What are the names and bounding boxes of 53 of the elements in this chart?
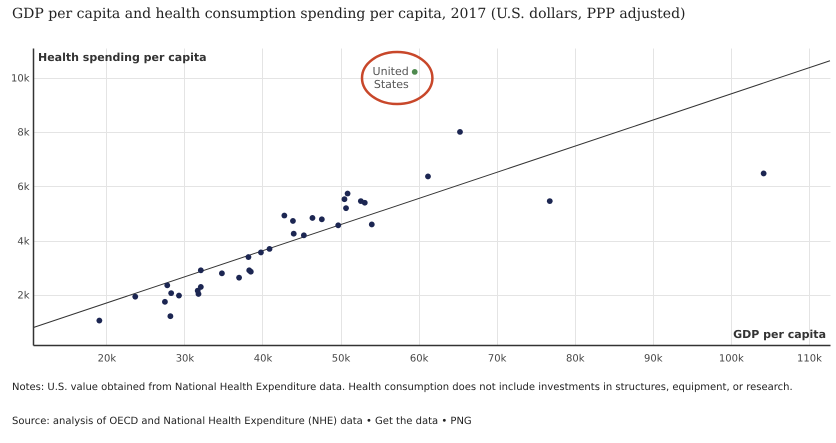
x-tick-label: 90k [644,354,663,364]
point [218,270,225,276]
x-tick-label: 50k [332,354,351,364]
point [96,318,102,324]
point [368,222,375,228]
point [457,128,463,135]
point [176,292,182,298]
point [425,174,431,180]
point [162,298,168,305]
point [344,190,350,196]
source-note: Source: analysis of OECD and National Health Expenditure (NHE) data • Get the data • PNG [12,416,472,427]
point [290,230,297,237]
y-axis-title: Health spending per capita [38,51,207,64]
point [318,216,325,222]
point [167,313,174,320]
x-axis-title: GDP per capita [733,328,826,341]
y-tick-label: 10k [10,73,30,84]
x-tick-label: 20k [98,354,116,364]
point [258,250,264,256]
point [290,218,296,224]
point [300,232,307,238]
point [546,198,553,204]
x-tick-label: 60k [410,354,429,364]
x-tick-label: 80k [566,354,585,364]
point [198,267,204,274]
point [236,274,242,281]
point [335,222,342,228]
text: Notes: U.S. value obtained from National Health Expenditure data. Health consumption does not include investments in structures, equipment, or research. [12,382,793,393]
x-tick-label: 100k [718,354,744,364]
y-tick-label: 2k [17,290,30,302]
point [246,254,252,260]
x-tick-label: 70k [488,354,507,364]
y-tick-label: 4k [17,236,30,248]
annotation: United States [372,64,409,91]
y-tick-label: 6k [17,182,30,193]
point [760,170,767,176]
chart-title: GDP per capita and health consumption spending per capita, 2017 (U.S. dollars, PPP adjusted) [12,6,686,22]
point [164,282,170,288]
point [342,196,348,202]
point [362,200,368,206]
point [132,294,138,300]
x-tick-label: 40k [254,354,272,364]
point [281,212,288,218]
point [168,290,174,296]
point [266,246,272,252]
x-tick-label: 30k [176,354,194,364]
point [310,215,316,221]
y-tick-label: 8k [17,128,30,139]
point [198,284,204,290]
x-tick-label: 110k [796,354,822,364]
point [343,205,349,212]
point [412,68,418,75]
point [196,291,202,297]
